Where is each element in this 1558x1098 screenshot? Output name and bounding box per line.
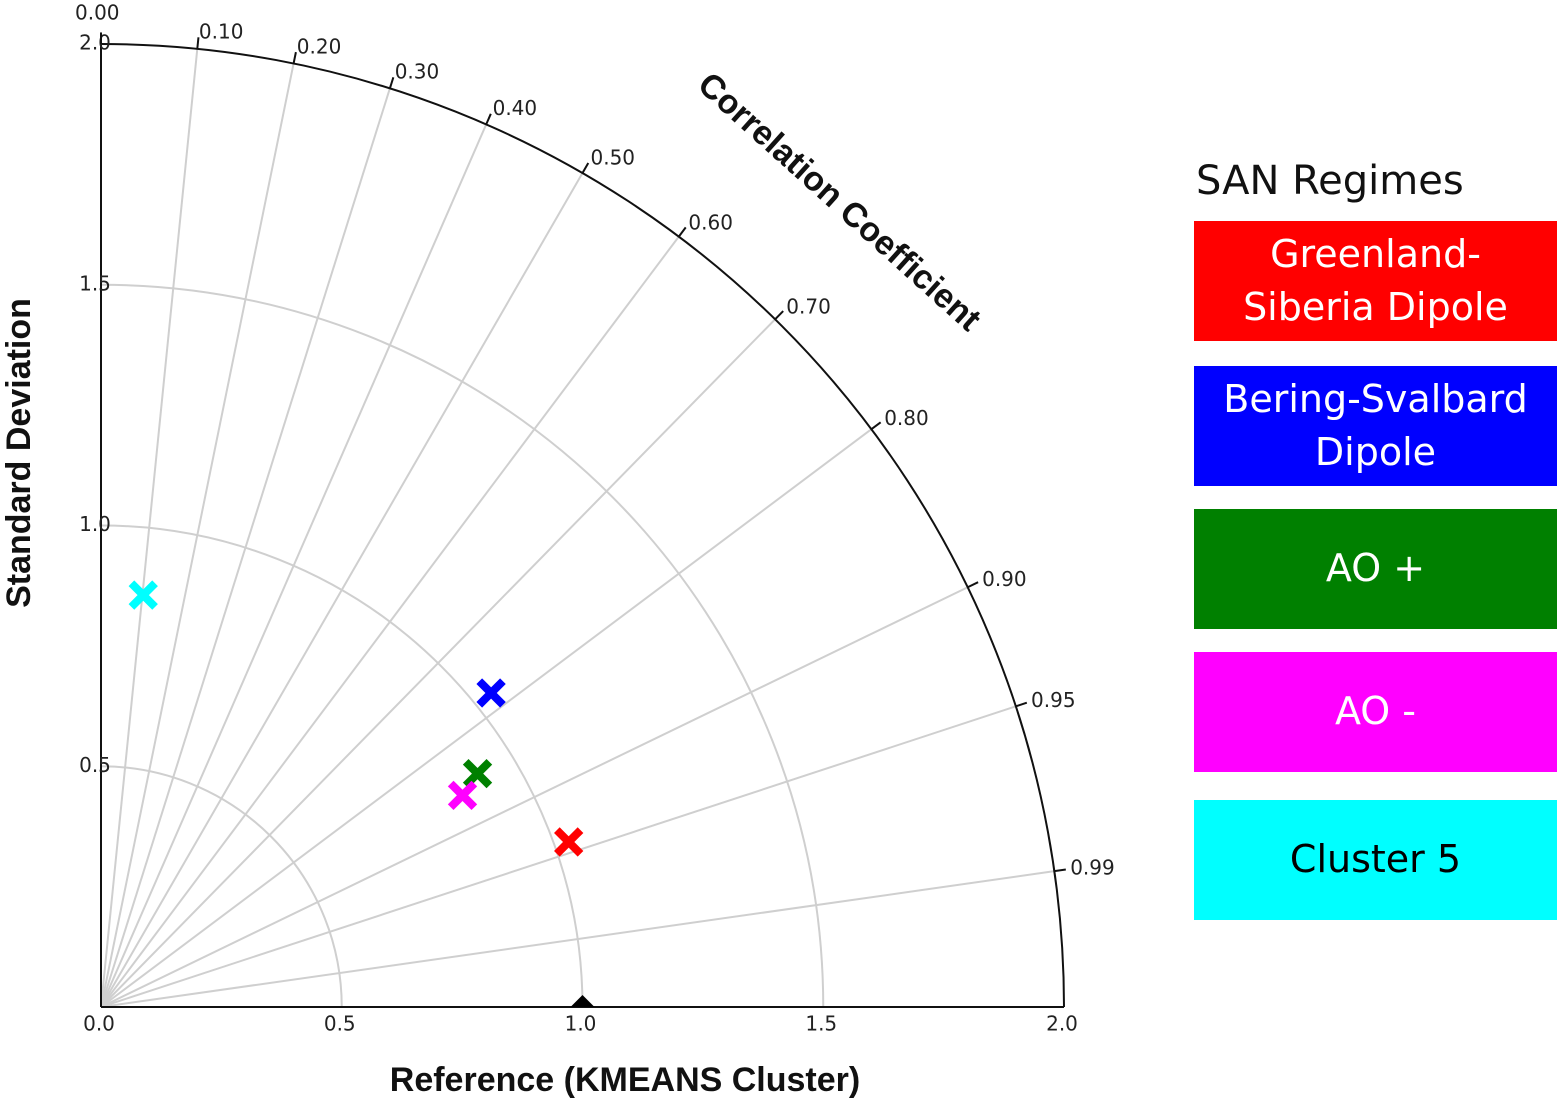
- legend-entry-bering-svalbard-dipole: Bering-Svalbard Dipole: [1194, 366, 1557, 486]
- reference-point-marker: [570, 995, 595, 1007]
- correlation-tick-mark: [292, 51, 297, 64]
- correlation-ray-gridline: [100, 123, 488, 1008]
- legend-entry-cluster-5: Cluster 5: [1194, 800, 1557, 920]
- y-axis-title: Standard Deviation: [0, 298, 38, 608]
- data-point-marker: [462, 758, 493, 789]
- legend-label: Cluster 5: [1289, 837, 1462, 882]
- legend-label: Bering-Svalbard Dipole: [1223, 376, 1528, 474]
- y-tick-label: 1.0: [79, 512, 111, 536]
- legend-entry-greenland-siberia-dipole: Greenland- Siberia Dipole: [1194, 221, 1557, 341]
- data-point-marker: [554, 827, 584, 857]
- std-arc-gridline: [100, 524, 584, 1008]
- correlation-tick-mark: [967, 581, 979, 589]
- x-tick-label: 2.0: [1046, 1012, 1078, 1036]
- tick-layer: 0.0 0.5 0.5 1.0 1.0 1.5 1.5 2.0 2.0 0.00 0.10 0.20 0…: [75, 1, 1115, 1036]
- legend-label: Greenland- Siberia Dipole: [1243, 231, 1508, 329]
- correlation-ray-gridline: [100, 172, 584, 1008]
- correlation-tick-mark: [388, 77, 395, 89]
- y-tick-label: 0.5: [79, 753, 111, 777]
- correlation-tick-label: 0.60: [688, 210, 733, 234]
- std-arc-gridline: [100, 283, 825, 1008]
- taylor-diagram: 0.0 0.5 0.5 1.0 1.0 1.5 1.5 2.0 2.0 0.00 0.10 0.20 0…: [0, 1, 1115, 1098]
- correlation-tick-mark: [196, 37, 200, 49]
- correlation-ray-gridline: [100, 705, 1017, 1008]
- data-point-marker: [447, 780, 478, 811]
- std-arc-gridline: [100, 765, 343, 1008]
- correlation-tick-label: 0.50: [591, 146, 636, 170]
- correlation-tick-label: 0.10: [199, 19, 244, 43]
- x-tick-label: 1.0: [565, 1012, 597, 1036]
- correlation-axis-title: Correlation Coefficient: [690, 65, 988, 338]
- correlation-tick-mark: [485, 113, 492, 125]
- frame-layer: [100, 43, 1065, 1008]
- outer-arc: [100, 43, 1065, 1008]
- correlation-tick-label: 0.40: [493, 96, 538, 120]
- correlation-ray-gridline: [100, 870, 1055, 1008]
- correlation-ray-gridline: [100, 236, 680, 1008]
- legend-entry-ao-plus: AO +: [1194, 509, 1557, 629]
- correlation-ray-gridline: [100, 428, 873, 1008]
- grid-layer: [100, 48, 1055, 1008]
- correlation-tick-mark: [870, 421, 882, 431]
- correlation-tick-mark: [581, 162, 590, 174]
- correlation-ray-gridline: [100, 48, 199, 1008]
- data-point-marker: [476, 678, 506, 708]
- correlation-tick-mark: [1015, 701, 1028, 708]
- legend-label: AO +: [1325, 546, 1426, 591]
- correlation-tick-label: 0.99: [1070, 855, 1115, 879]
- correlation-tick-label: 0.70: [786, 294, 831, 318]
- y-tick-label: 1.5: [79, 271, 111, 295]
- correlation-tick-label: 0.30: [395, 60, 440, 84]
- legend-label: AO -: [1334, 689, 1417, 734]
- x-tick-label: 1.5: [805, 1012, 837, 1036]
- correlation-tick-label: 0.90: [982, 567, 1027, 591]
- correlation-tick-label: 0.95: [1031, 688, 1076, 712]
- x-tick-label: 0.5: [324, 1012, 356, 1036]
- data-point-marker: [128, 580, 158, 610]
- correlation-tick-label: 0.20: [297, 34, 342, 58]
- legend-title: SAN Regimes: [1196, 158, 1464, 204]
- x-axis-title: Reference (KMEANS Cluster): [390, 1061, 860, 1098]
- correlation-tick-label: 0.80: [884, 406, 929, 430]
- correlation-tick-label: 0.00: [75, 1, 120, 25]
- correlation-ray-gridline: [100, 586, 969, 1008]
- x-tick-label: 0.0: [83, 1012, 115, 1036]
- correlation-tick-mark: [677, 226, 687, 238]
- point-layer: [128, 580, 595, 1007]
- correlation-ray-gridline: [100, 318, 776, 1008]
- correlation-ray-gridline: [100, 88, 391, 1008]
- legend-entry-ao-minus: AO -: [1194, 652, 1557, 772]
- correlation-tick-mark: [774, 310, 784, 320]
- y-tick-label: 2.0: [79, 31, 111, 55]
- correlation-ray-gridline: [100, 63, 295, 1008]
- correlation-tick-mark: [1054, 868, 1066, 873]
